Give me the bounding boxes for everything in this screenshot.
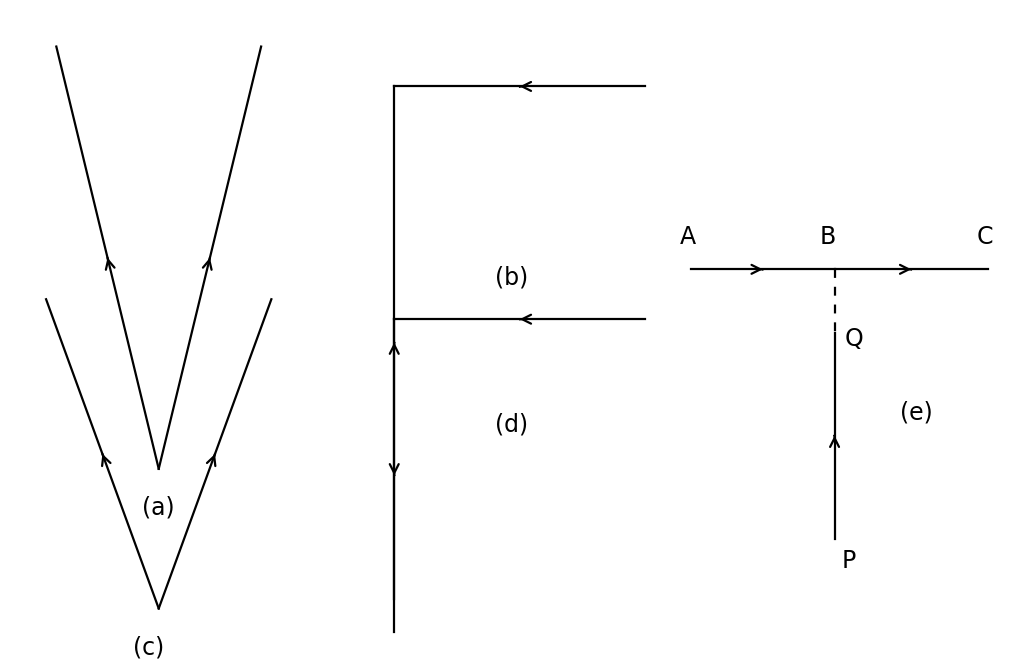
Text: (e): (e) [900,400,933,424]
Text: Q: Q [845,327,863,351]
Text: P: P [842,549,856,573]
Text: B: B [819,225,836,249]
Text: C: C [977,225,993,249]
Text: (c): (c) [133,635,164,659]
Text: (a): (a) [142,495,175,519]
Text: A: A [680,225,696,249]
Text: (b): (b) [496,266,528,290]
Text: (d): (d) [496,412,528,436]
